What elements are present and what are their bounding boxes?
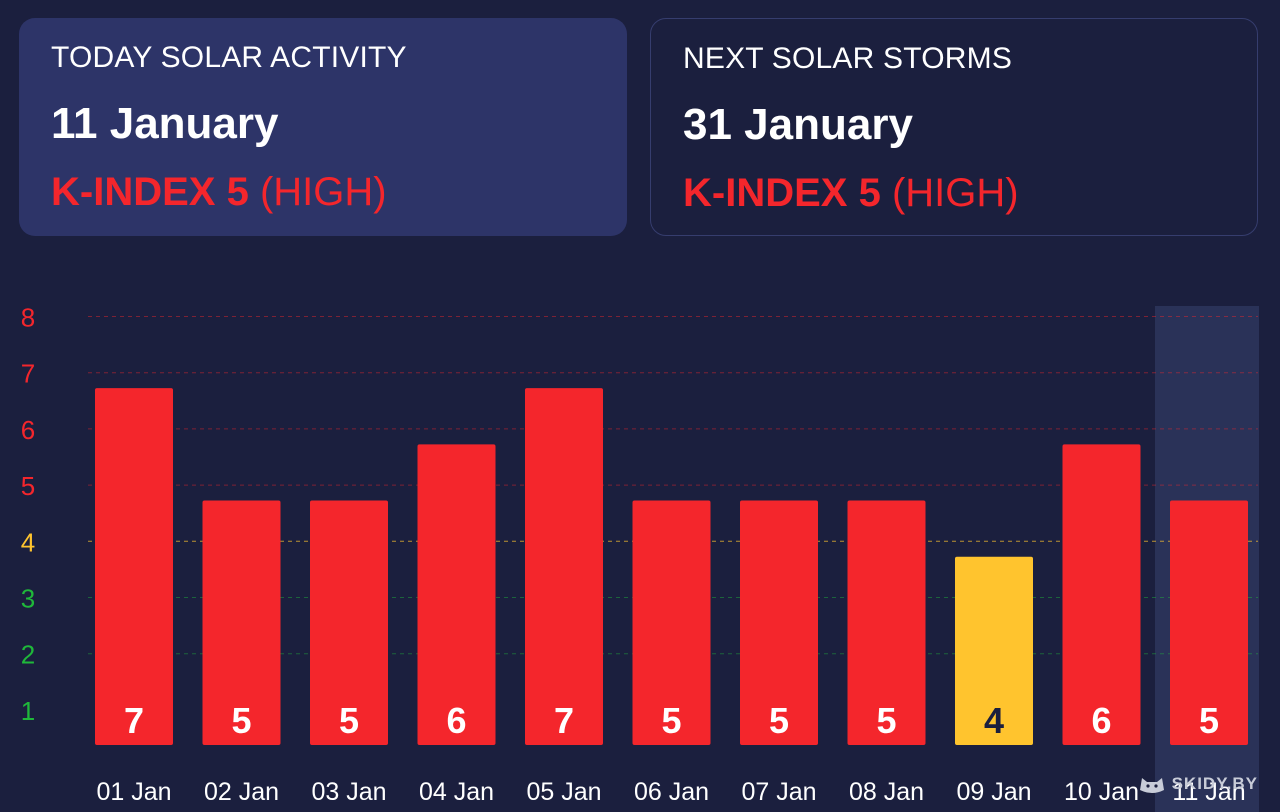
today-activity-card[interactable]: TODAY SOLAR ACTIVITY 11 January K-INDEX … (19, 18, 627, 236)
x-tick-label: 03 Jan (311, 778, 386, 806)
x-tick-label: 05 Jan (526, 778, 601, 806)
bar-value-label: 7 (124, 700, 144, 741)
x-tick-label: 09 Jan (956, 778, 1031, 806)
next-kindex-level: (HIGH) (891, 171, 1019, 215)
x-tick-label: 08 Jan (849, 778, 924, 806)
today-kindex-label: K-INDEX 5 (51, 170, 249, 214)
today-kindex-level: (HIGH) (259, 170, 387, 214)
bar-value-label: 5 (231, 700, 251, 741)
x-tick-label: 11 Jan (1172, 778, 1245, 806)
bar (310, 500, 388, 745)
watermark-text: SKIDY.BY (1171, 774, 1258, 793)
bar-value-label: 6 (446, 700, 466, 741)
next-storms-card[interactable]: NEXT SOLAR STORMS 31 January K-INDEX 5 (… (650, 18, 1258, 236)
bar (1062, 444, 1141, 745)
x-tick-label: 01 Jan (96, 778, 171, 806)
x-tick-label: 04 Jan (419, 778, 494, 806)
watermark: SKIDY.BY (1138, 774, 1258, 794)
y-tick-label: 3 (21, 584, 35, 614)
next-date: 31 January (683, 100, 913, 149)
y-tick-label: 2 (21, 640, 35, 670)
y-tick-label: 4 (21, 527, 35, 557)
bar-value-label: 5 (876, 700, 896, 741)
bar-value-label: 5 (339, 700, 359, 741)
bar (1170, 500, 1248, 745)
x-tick-label: 02 Jan (204, 778, 279, 806)
x-tick-label: 10 Jan (1064, 778, 1139, 806)
next-kindex-label: K-INDEX 5 (683, 171, 881, 215)
x-tick-label: 06 Jan (634, 778, 709, 806)
y-tick-label: 5 (21, 471, 35, 501)
bar-value-label: 5 (769, 700, 789, 741)
bar (632, 500, 711, 745)
today-date: 11 January (51, 99, 279, 148)
bar-value-label: 7 (554, 700, 574, 741)
bar (955, 556, 1033, 745)
next-title: NEXT SOLAR STORMS (683, 42, 1013, 75)
bar-value-label: 6 (1091, 700, 1111, 741)
bar (525, 388, 603, 745)
bar-value-label: 5 (1199, 700, 1219, 741)
bar (847, 500, 926, 745)
next-kindex: K-INDEX 5 (HIGH) (683, 169, 1225, 217)
bar (202, 500, 281, 745)
y-tick-label: 7 (21, 359, 35, 389)
cat-logo-icon (1139, 778, 1164, 793)
bar (417, 444, 496, 745)
today-kindex: K-INDEX 5 (HIGH) (51, 168, 595, 216)
x-tick-label: 07 Jan (741, 778, 816, 806)
bar (95, 388, 173, 745)
bar-value-label: 4 (984, 700, 1004, 741)
y-tick-label: 1 (21, 696, 35, 726)
y-tick-label: 6 (21, 415, 35, 445)
bar-value-label: 5 (661, 700, 681, 741)
today-title: TODAY SOLAR ACTIVITY (51, 41, 407, 74)
y-tick-label: 8 (21, 303, 35, 333)
bar (740, 500, 818, 745)
